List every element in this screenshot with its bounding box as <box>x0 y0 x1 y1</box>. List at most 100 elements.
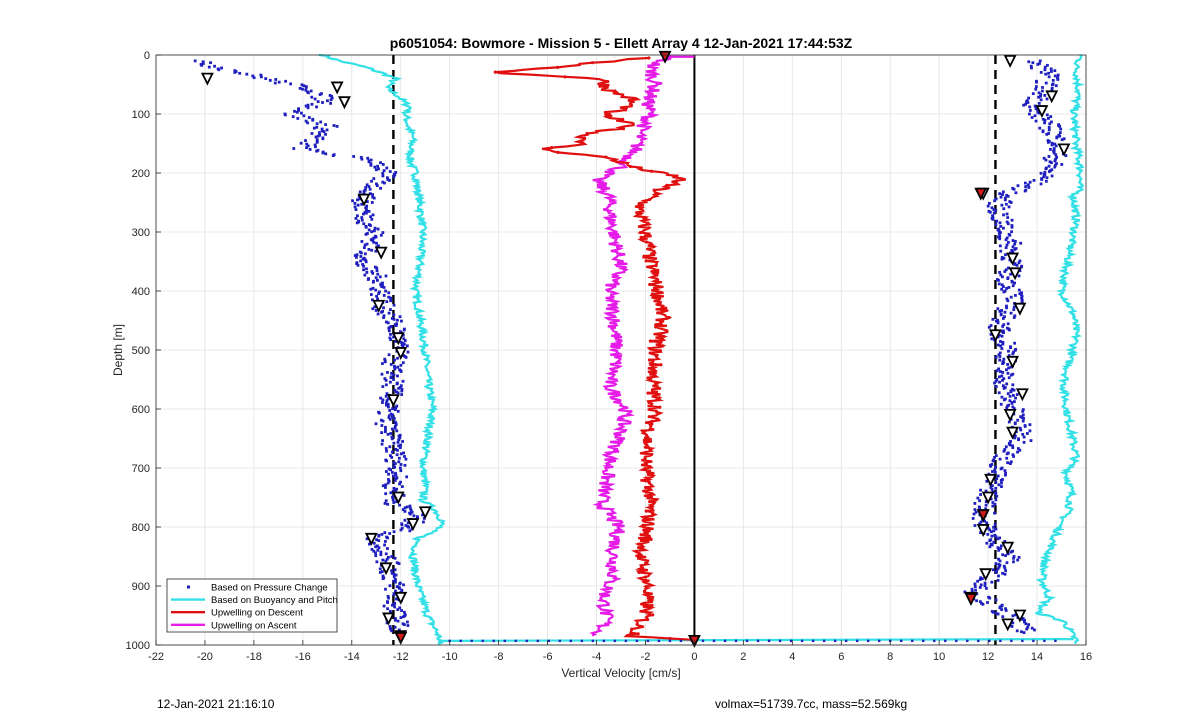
pressure-change-point <box>988 545 992 549</box>
pressure-change-point <box>1004 202 1008 206</box>
upwelling-descent-point <box>585 131 589 136</box>
pressure-change-point <box>393 618 397 622</box>
pressure-change-point <box>298 86 302 90</box>
pressure-change-point <box>400 588 404 592</box>
pressure-change-point <box>395 585 399 588</box>
pressure-change-point <box>385 621 389 625</box>
pressure-change-point <box>1000 309 1003 312</box>
pressure-change-point <box>324 152 328 156</box>
upwelling-descent-point <box>675 174 679 178</box>
pressure-change-point <box>1028 112 1031 116</box>
x-tick-label: -14 <box>344 651 360 663</box>
pressure-change-point <box>399 616 403 619</box>
legend-box <box>166 578 338 633</box>
pressure-change-point <box>384 486 387 489</box>
pressure-change-point <box>260 75 263 79</box>
pressure-change-point <box>384 425 387 429</box>
pressure-change-point <box>994 197 998 201</box>
pressure-change-point <box>385 300 389 304</box>
pressure-change-point <box>1000 374 1004 378</box>
pressure-change-point <box>315 122 319 126</box>
pressure-change-point <box>399 463 403 466</box>
pressure-change-point <box>390 437 394 441</box>
pressure-change-point <box>252 76 256 80</box>
pressure-change-point <box>1051 83 1054 87</box>
pressure-change-point <box>384 274 388 278</box>
pressure-change-point <box>380 431 384 434</box>
ascent-marker <box>1045 90 1059 104</box>
pressure-change-point <box>1006 404 1009 408</box>
pressure-change-point <box>416 516 419 519</box>
upwelling-descent-point <box>615 160 619 164</box>
pressure-change-point <box>371 237 375 241</box>
pressure-change-point <box>381 574 385 578</box>
pressure-change-point <box>393 358 396 362</box>
pressure-change-point <box>900 639 903 643</box>
pressure-change-point <box>997 574 1000 578</box>
pressure-change-point <box>397 438 401 442</box>
pressure-change-point <box>402 623 406 627</box>
pressure-change-point <box>378 571 382 574</box>
pressure-change-point <box>355 262 359 265</box>
descent-marker <box>372 299 386 313</box>
pressure-change-point <box>374 168 378 172</box>
ascent-marker <box>1013 302 1027 316</box>
legend-label: Upwelling on Descent <box>211 608 303 619</box>
pressure-change-point <box>399 528 403 532</box>
pressure-change-point <box>1002 226 1005 230</box>
pressure-change-point <box>999 547 1002 550</box>
pressure-change-point <box>1009 460 1013 464</box>
pressure-change-point <box>1054 84 1058 88</box>
pressure-change-point <box>368 187 372 191</box>
x-tick-label: 8 <box>887 651 893 663</box>
pressure-change-point <box>984 507 988 511</box>
pressure-change-point <box>311 118 315 122</box>
pressure-change-point <box>657 639 661 643</box>
pressure-change-point <box>393 364 396 368</box>
pressure-change-point <box>995 378 999 381</box>
upwelling-descent-point <box>642 216 646 221</box>
pressure-change-point <box>380 310 383 314</box>
pressure-change-point <box>994 385 998 388</box>
pressure-change-point <box>1049 67 1053 71</box>
pressure-change-point <box>371 213 375 217</box>
pressure-change-point <box>353 201 357 205</box>
pressure-change-point <box>974 588 977 592</box>
pressure-change-point <box>998 351 1002 355</box>
pressure-change-point <box>978 578 982 581</box>
pressure-change-point <box>1003 469 1007 473</box>
pressure-change-point <box>374 249 378 253</box>
x-tick-label: 0 <box>691 651 697 663</box>
pressure-change-point <box>385 557 389 561</box>
pressure-change-point <box>1055 155 1059 159</box>
pressure-change-point <box>1044 179 1048 183</box>
pressure-change-point <box>1011 444 1014 448</box>
pressure-change-point <box>358 190 362 194</box>
pressure-change-point <box>999 340 1002 343</box>
pressure-change-point <box>359 259 363 263</box>
upwelling-descent-point <box>644 584 648 589</box>
pressure-change-point <box>1037 91 1041 95</box>
upwelling-descent-point <box>621 127 626 131</box>
pressure-change-point <box>398 482 401 486</box>
upwelling-descent-point <box>654 382 658 386</box>
chart-title: p6051054: Bowmore - Mission 5 - Ellett A… <box>390 35 853 51</box>
upwelling-ascent-line <box>589 55 672 637</box>
pressure-change-point <box>1018 269 1022 273</box>
pressure-change-point <box>366 278 370 281</box>
pressure-change-point <box>388 584 392 588</box>
y-tick-label: 0 <box>144 50 150 62</box>
pressure-change-point <box>391 413 395 417</box>
descent-marker <box>382 612 395 626</box>
pressure-change-point <box>389 299 393 303</box>
pressure-change-point <box>1053 159 1057 163</box>
pressure-change-point <box>329 101 332 105</box>
pressure-change-point <box>996 612 1000 616</box>
pressure-change-point <box>1018 259 1022 263</box>
descent-marker <box>379 562 393 576</box>
pressure-change-point <box>384 587 387 591</box>
pressure-change-point <box>299 111 303 115</box>
pressure-change-point <box>1000 287 1004 291</box>
pressure-change-point <box>1028 180 1032 184</box>
upwelling-descent-point <box>637 542 641 546</box>
